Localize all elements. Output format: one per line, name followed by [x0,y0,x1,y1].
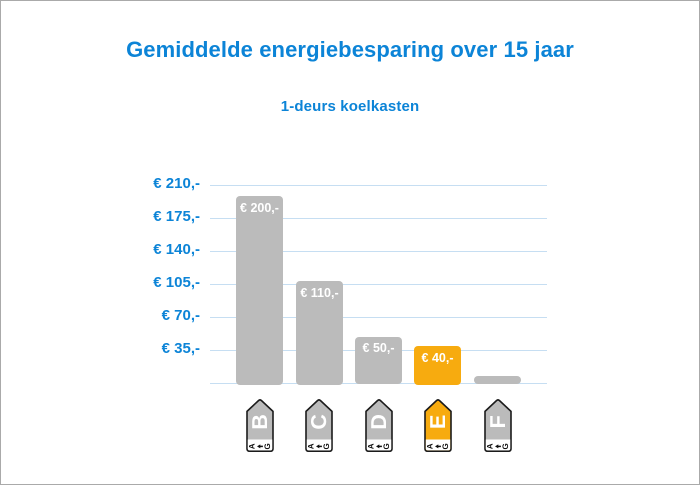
svg-text:F: F [486,415,510,428]
svg-text:G: G [263,443,272,449]
svg-text:E: E [426,415,450,429]
svg-text:G: G [382,443,391,449]
svg-text:G: G [501,443,510,449]
svg-text:A: A [367,443,376,449]
svg-text:A: A [248,443,257,449]
svg-text:C: C [307,414,331,430]
svg-text:G: G [322,443,331,449]
svg-text:A: A [486,443,495,449]
svg-text:A: A [307,443,316,449]
svg-text:G: G [441,443,450,449]
svg-text:B: B [248,414,272,430]
svg-text:A: A [426,443,435,449]
svg-text:D: D [367,414,391,430]
